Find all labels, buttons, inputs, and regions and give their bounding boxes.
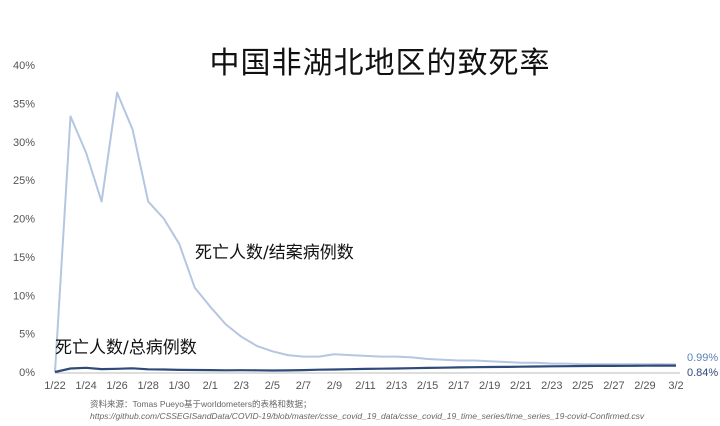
- series-end-label-1: 0.84%: [687, 367, 718, 379]
- x-tick-label: 2/27: [603, 380, 624, 392]
- x-tick-label: 1/22: [44, 380, 65, 392]
- x-tick-label: 2/21: [510, 380, 531, 392]
- y-tick-label: 40%: [13, 60, 35, 72]
- x-tick-label: 1/24: [75, 380, 96, 392]
- source-url: https://github.com/CSSEGISandData/COVID-…: [90, 411, 645, 421]
- x-tick-label: 1/30: [168, 380, 189, 392]
- x-tick-label: 2/25: [572, 380, 593, 392]
- series-line-1: [54, 364, 676, 374]
- x-tick-label: 1/28: [137, 380, 158, 392]
- series-end-label-0: 0.99%: [687, 352, 718, 364]
- y-tick-label: 30%: [13, 137, 35, 149]
- x-tick-label: 2/9: [327, 380, 342, 392]
- x-tick-label: 2/3: [234, 380, 249, 392]
- y-tick-label: 10%: [13, 290, 35, 302]
- series-label-total-cases: 死亡人数/总病例数: [55, 338, 197, 358]
- source-note: 资料来源：Tomas Pueyo基于worldometers的表格和数据；: [90, 399, 312, 409]
- x-tick-label: 2/23: [541, 380, 562, 392]
- x-tick-label: 3/2: [668, 380, 683, 392]
- y-tick-label: 25%: [13, 175, 35, 187]
- x-tick-label: 2/29: [634, 380, 655, 392]
- x-tick-label: 2/1: [203, 380, 218, 392]
- x-tick-label: 2/13: [386, 380, 407, 392]
- x-tick-label: 1/26: [106, 380, 127, 392]
- series-label-closed-cases: 死亡人数/结案病例数: [195, 243, 354, 263]
- x-tick-label: 2/15: [417, 380, 438, 392]
- series-line-0: [54, 91, 677, 373]
- y-tick-label: 0%: [19, 367, 35, 379]
- x-tick-label: 2/19: [479, 380, 500, 392]
- chart-title: 中国非湖北地区的致死率: [209, 46, 551, 81]
- x-tick-label: 2/5: [265, 380, 280, 392]
- x-tick-label: 2/17: [448, 380, 469, 392]
- y-tick-label: 5%: [19, 329, 35, 341]
- x-tick-label: 2/11: [355, 380, 376, 392]
- y-tick-label: 35%: [13, 98, 35, 110]
- y-tick-label: 15%: [13, 252, 35, 264]
- y-tick-label: 20%: [13, 214, 35, 226]
- x-tick-label: 2/7: [296, 380, 311, 392]
